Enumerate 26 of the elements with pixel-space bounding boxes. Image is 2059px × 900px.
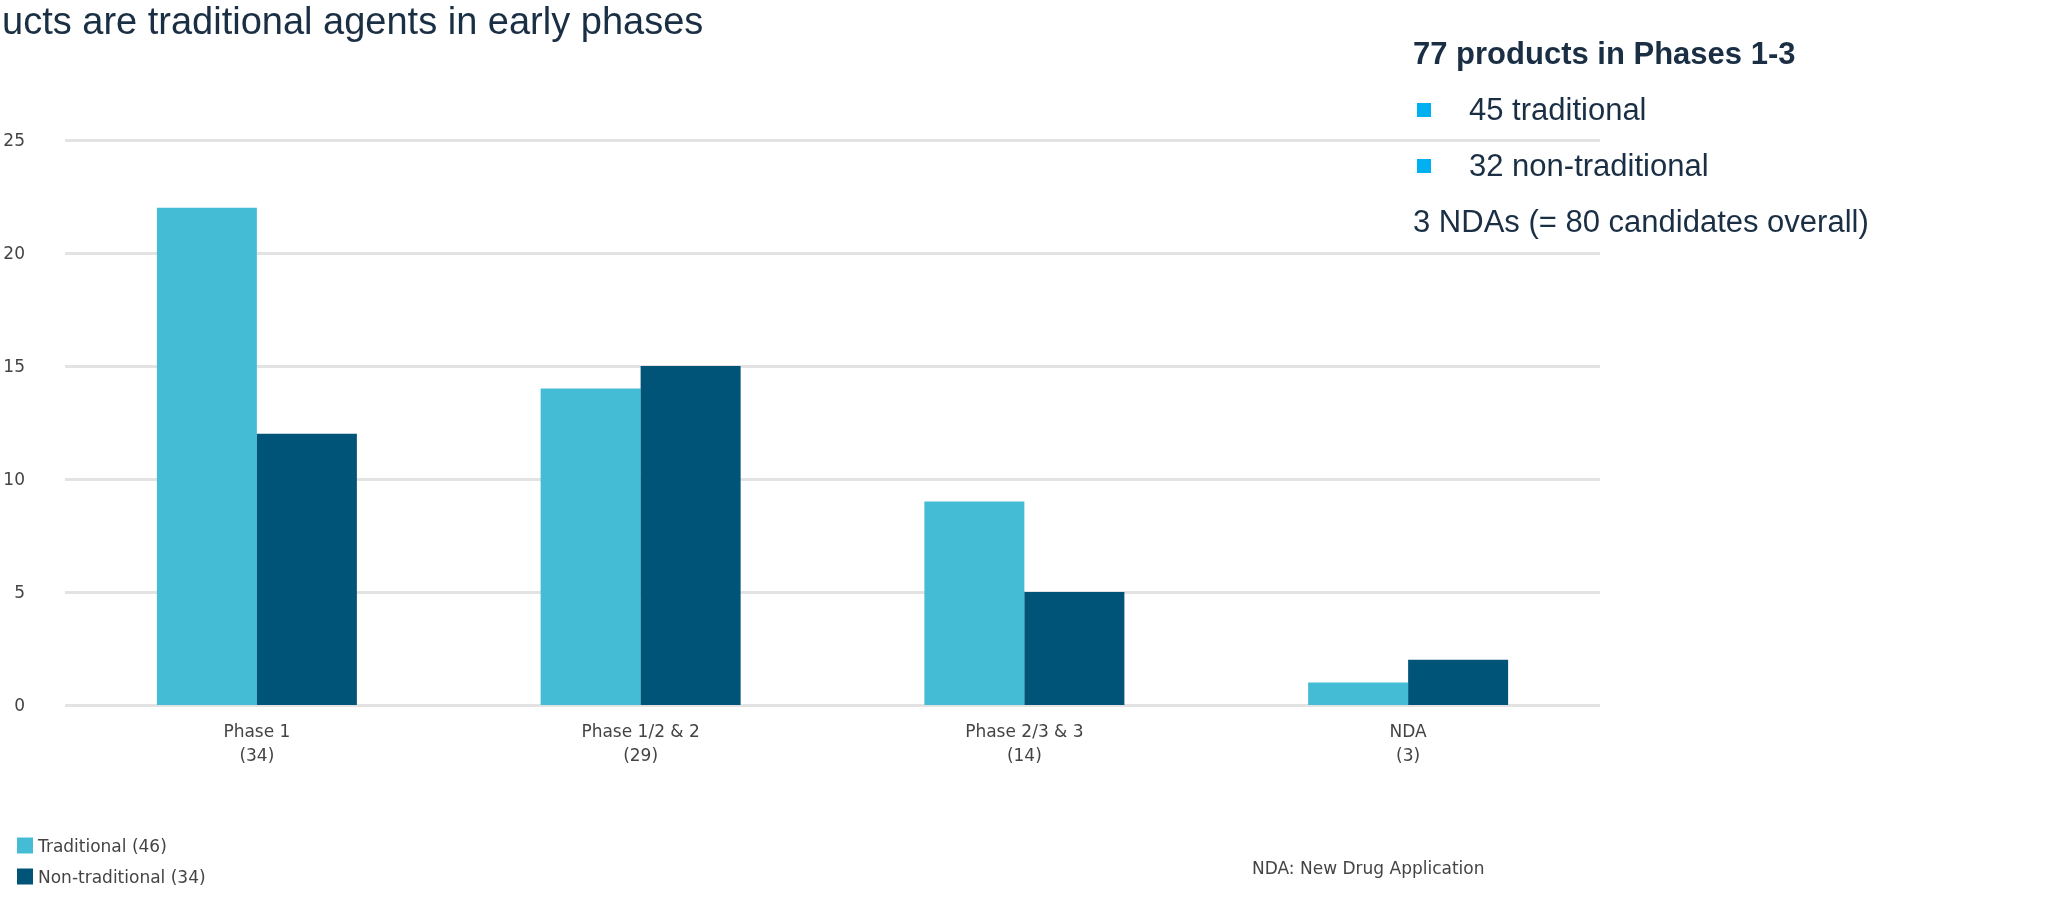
x-tick-label: Phase 1/2 & 2 (29) (581, 721, 700, 765)
y-tick-label: 15 (3, 356, 25, 376)
text: 77 products in Phases 1-3 (1413, 35, 1796, 73)
bar (1024, 592, 1125, 705)
x-tick-label: Phase 2/3 & 3 (14) (965, 721, 1084, 765)
bar (156, 207, 257, 705)
bar (256, 433, 357, 705)
y-tick-label: 5 (14, 582, 25, 602)
x-tick-label: Phase 1 (34) (223, 721, 291, 765)
y-tick-label: 10 (3, 469, 25, 489)
bar (924, 501, 1025, 705)
text: NDA: New Drug Application (1252, 858, 1485, 878)
annotation: 32 non-traditional (1469, 147, 1709, 185)
y-tick-label: 0 (14, 695, 25, 715)
text: 45 traditional (1469, 91, 1647, 129)
x-tick-label: NDA (3) (1389, 721, 1428, 765)
annotation: 3 NDAs (= 80 candidates overall) (1413, 203, 1869, 241)
y-tick-label: 25 (3, 130, 25, 150)
bar (640, 366, 741, 705)
bar (1308, 682, 1409, 705)
y-tick-label: 20 (3, 243, 25, 263)
legend-label: Traditional (46) (37, 835, 167, 856)
chart-title: ucts are traditional agents in early phases (2, 0, 704, 43)
legend-label: Non-traditional (34) (38, 866, 206, 887)
bar (1408, 659, 1509, 705)
bar (540, 388, 641, 705)
